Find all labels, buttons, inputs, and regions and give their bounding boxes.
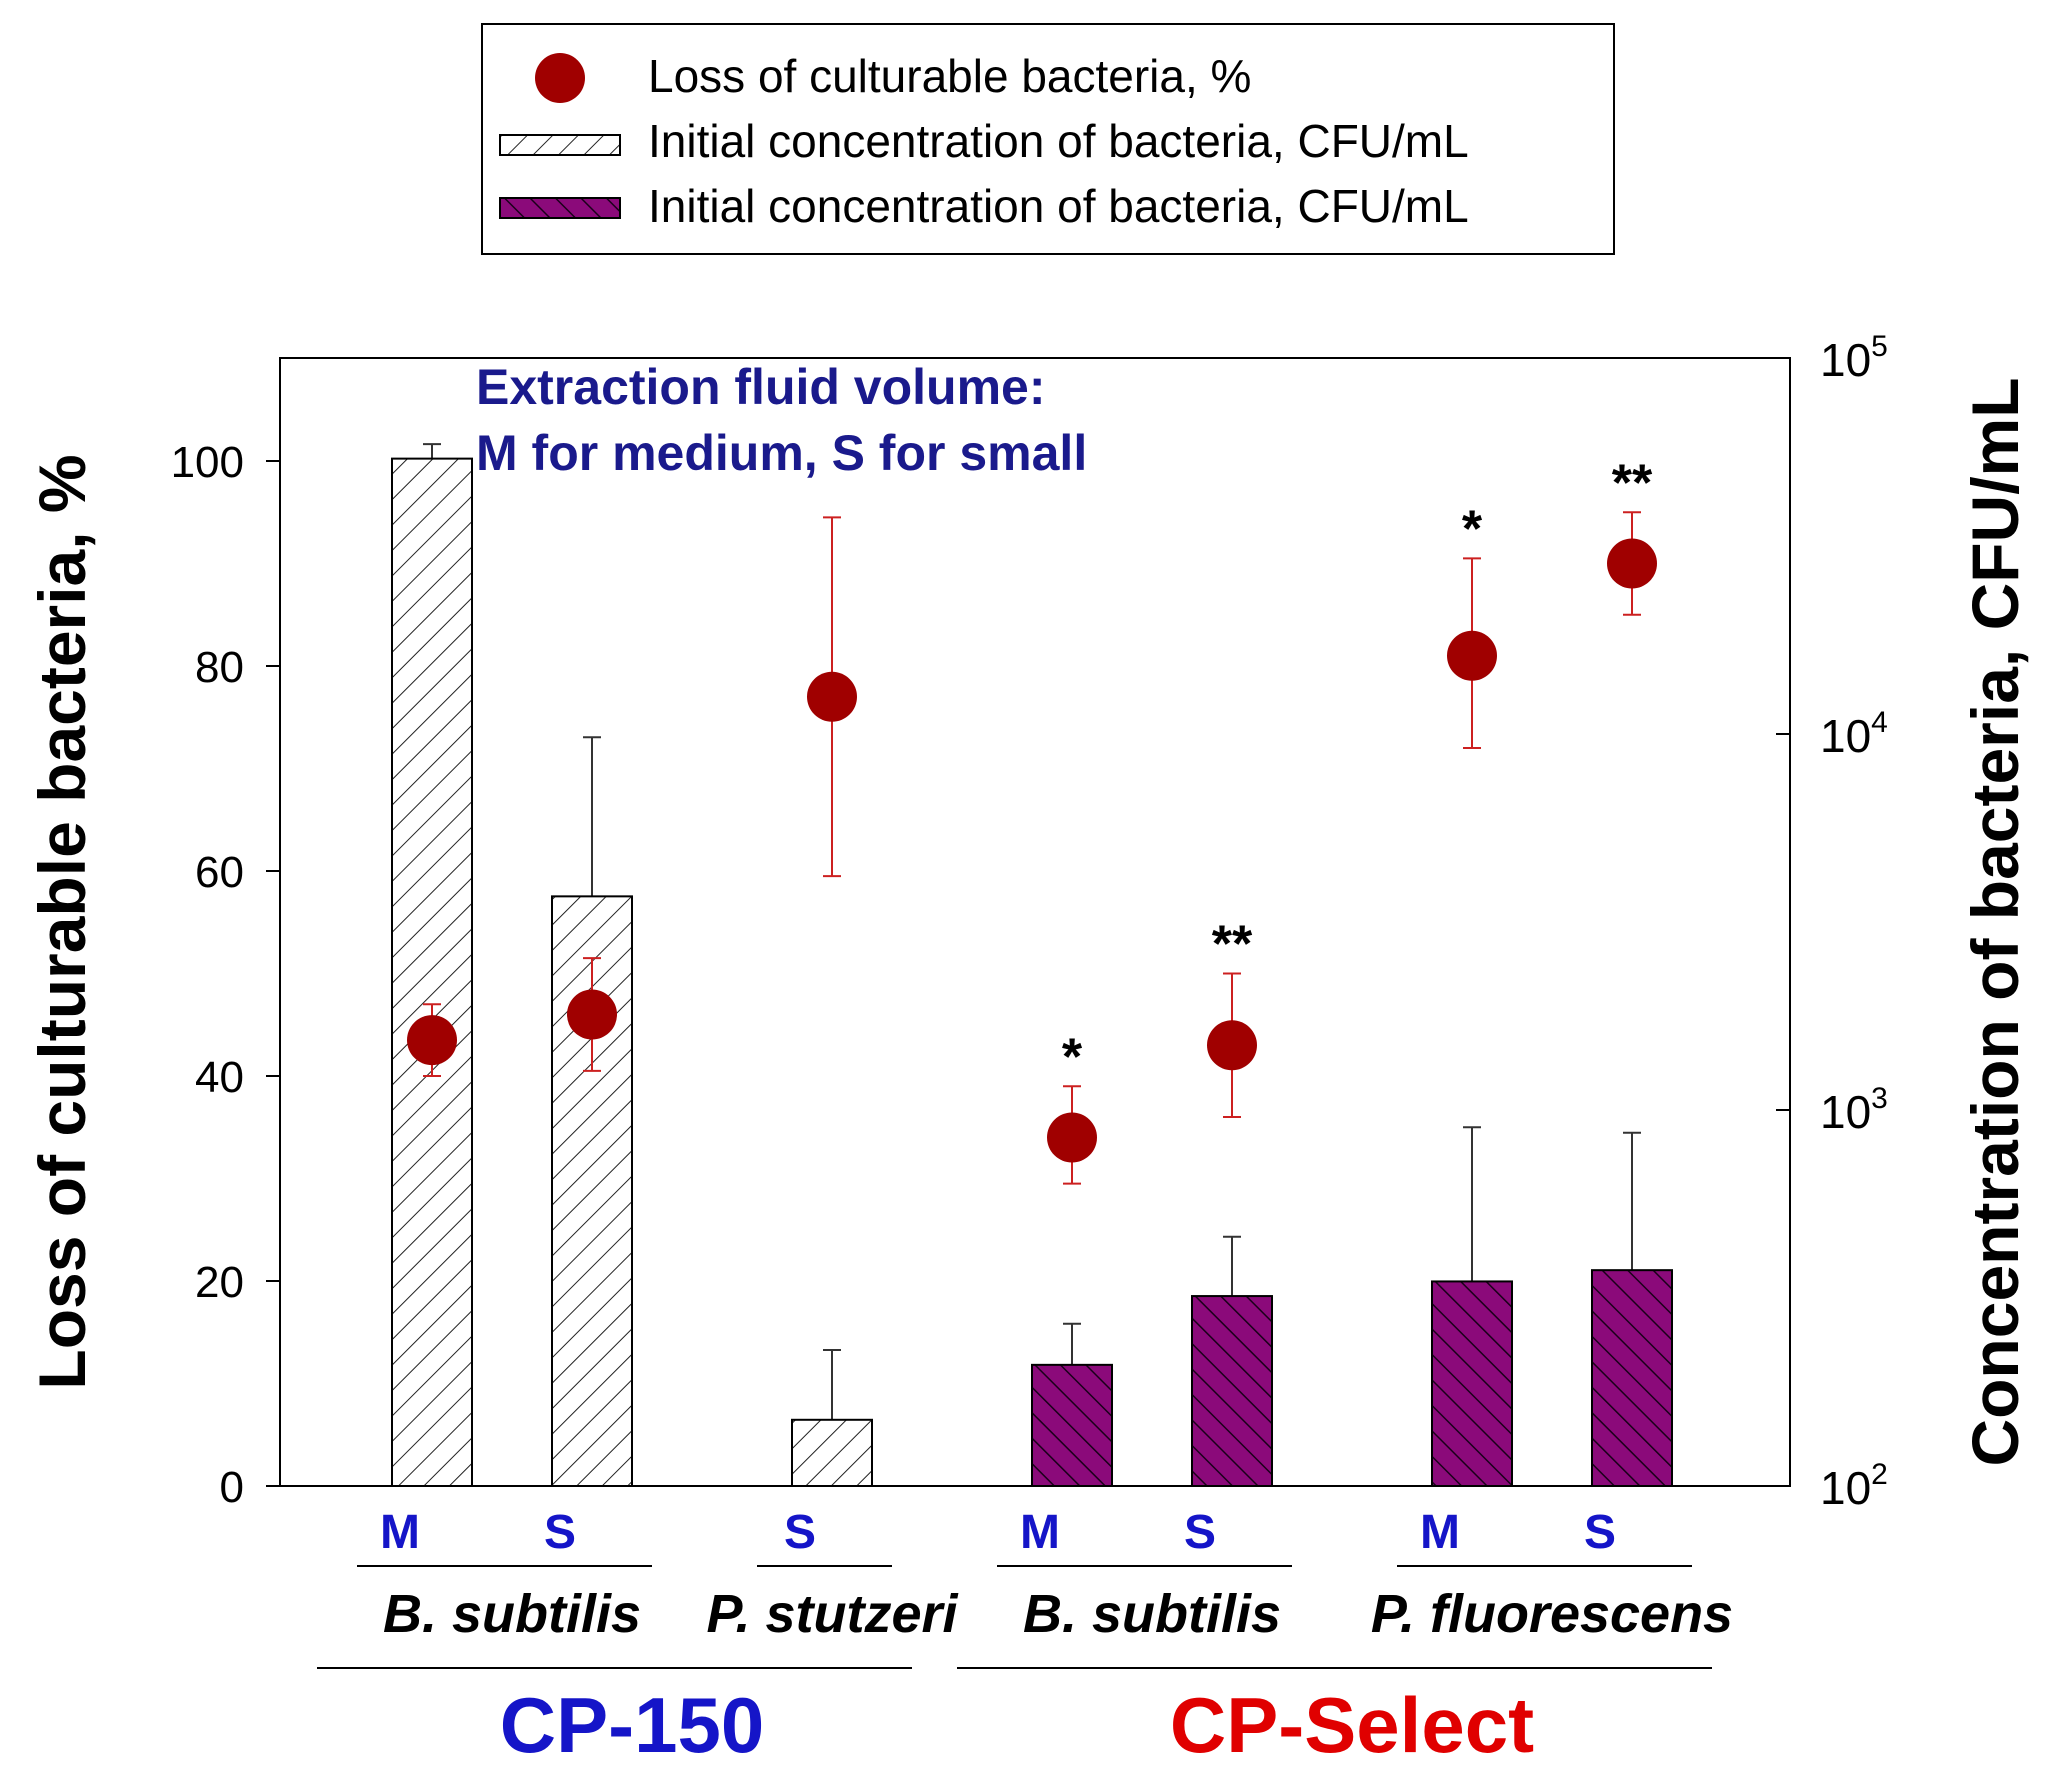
legend-hatch-white-swatch bbox=[499, 134, 621, 156]
species-label: B. subtilis bbox=[383, 1584, 641, 1644]
bars bbox=[391, 443, 1673, 1488]
left-tick-label: 80 bbox=[195, 643, 244, 692]
concentration-bar bbox=[1431, 1280, 1513, 1487]
left-tick-label: 20 bbox=[195, 1258, 244, 1307]
left-tick-label: 60 bbox=[195, 848, 244, 897]
volume-label: S bbox=[1584, 1506, 1616, 1559]
species-label: P. fluorescens bbox=[1371, 1584, 1733, 1644]
concentration-bar bbox=[1191, 1295, 1273, 1487]
legend-label-initial-purple: Initial concentration of bacteria, CFU/m… bbox=[648, 180, 1469, 232]
left-tick-label: 0 bbox=[220, 1463, 244, 1512]
loss-point bbox=[407, 1015, 457, 1066]
left-axis-ticks: 0 20 40 60 80 100 bbox=[171, 438, 280, 1512]
right-axis-ticks: 102 103 104 105 bbox=[1776, 330, 1888, 1514]
concentration-bar bbox=[1591, 1269, 1673, 1487]
species-label: B. subtilis bbox=[1023, 1584, 1281, 1644]
loss-point bbox=[807, 671, 857, 722]
annotation-line-2: M for medium, S for small bbox=[476, 425, 1087, 481]
concentration-bar bbox=[391, 457, 473, 1487]
left-tick-label: 40 bbox=[195, 1053, 244, 1102]
right-tick-label: 103 bbox=[1820, 1082, 1888, 1138]
significance-marker: * bbox=[1062, 1028, 1083, 1086]
concentration-bar bbox=[791, 1418, 873, 1487]
right-tick-label: 102 bbox=[1820, 1458, 1888, 1514]
volume-label: S bbox=[1184, 1506, 1216, 1559]
legend-label-initial-white: Initial concentration of bacteria, CFU/m… bbox=[648, 115, 1469, 167]
left-axis-title: Loss of culturable bacteria, % bbox=[25, 454, 99, 1389]
loss-point bbox=[1207, 1020, 1257, 1071]
volume-label: M bbox=[1020, 1506, 1060, 1559]
loss-point bbox=[567, 989, 617, 1040]
annotation-line-1: Extraction fluid volume: bbox=[476, 359, 1046, 415]
volume-label: M bbox=[380, 1506, 420, 1559]
loss-point bbox=[1607, 538, 1657, 589]
x-axis-labels: M S S M S M S B. subtilis P. stutzeri B. subtilis… bbox=[317, 1506, 1733, 1769]
species-label: P. stutzeri bbox=[706, 1584, 958, 1644]
right-axis-title: Concentration of bacteria, CFU/mL bbox=[1958, 377, 2032, 1466]
concentration-bar bbox=[1031, 1363, 1113, 1488]
loss-point bbox=[1447, 630, 1497, 681]
volume-label: S bbox=[784, 1506, 816, 1559]
plot-frame bbox=[279, 357, 1791, 1487]
product-label: CP-150 bbox=[500, 1681, 764, 1769]
product-label: CP-Select bbox=[1170, 1681, 1534, 1769]
legend-dot-marker bbox=[535, 53, 585, 103]
legend-box bbox=[481, 23, 1615, 255]
significance-marker: ** bbox=[1612, 454, 1653, 512]
right-tick-label: 105 bbox=[1820, 330, 1888, 386]
volume-label: M bbox=[1420, 1506, 1460, 1559]
left-tick-label: 100 bbox=[171, 438, 244, 487]
loss-points: ****** bbox=[407, 454, 1657, 1185]
legend-hatch-purple-swatch bbox=[499, 197, 621, 219]
loss-point bbox=[1047, 1112, 1097, 1163]
significance-marker: ** bbox=[1212, 916, 1253, 974]
right-tick-label: 104 bbox=[1820, 706, 1888, 762]
legend-label-loss: Loss of culturable bacteria, % bbox=[648, 50, 1251, 102]
significance-marker: * bbox=[1462, 500, 1483, 558]
legend: Loss of culturable bacteria, % Initial c… bbox=[481, 23, 1615, 255]
volume-label: S bbox=[544, 1506, 576, 1559]
